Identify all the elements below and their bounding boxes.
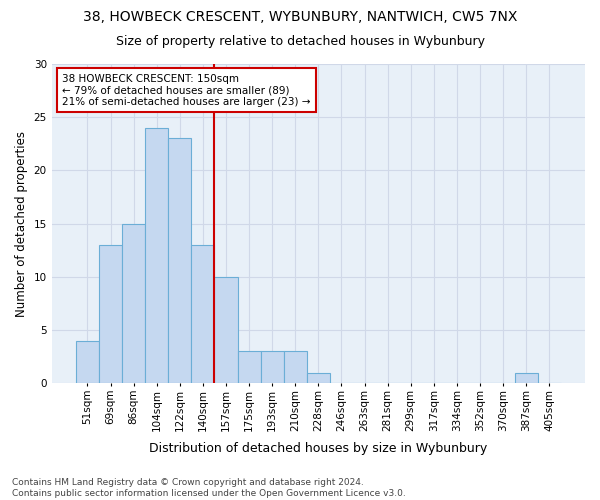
- Bar: [238, 352, 260, 383]
- Bar: [284, 352, 307, 383]
- Bar: [168, 138, 191, 383]
- Text: 38, HOWBECK CRESCENT, WYBUNBURY, NANTWICH, CW5 7NX: 38, HOWBECK CRESCENT, WYBUNBURY, NANTWIC…: [83, 10, 517, 24]
- Bar: [99, 245, 122, 383]
- Bar: [307, 372, 330, 383]
- Text: Contains HM Land Registry data © Crown copyright and database right 2024.
Contai: Contains HM Land Registry data © Crown c…: [12, 478, 406, 498]
- Bar: [122, 224, 145, 383]
- Bar: [191, 245, 214, 383]
- Bar: [515, 372, 538, 383]
- Y-axis label: Number of detached properties: Number of detached properties: [15, 130, 28, 316]
- Text: Size of property relative to detached houses in Wybunbury: Size of property relative to detached ho…: [115, 35, 485, 48]
- Bar: [76, 340, 99, 383]
- Bar: [145, 128, 168, 383]
- Text: 38 HOWBECK CRESCENT: 150sqm
← 79% of detached houses are smaller (89)
21% of sem: 38 HOWBECK CRESCENT: 150sqm ← 79% of det…: [62, 74, 311, 107]
- Bar: [260, 352, 284, 383]
- Bar: [214, 277, 238, 383]
- X-axis label: Distribution of detached houses by size in Wybunbury: Distribution of detached houses by size …: [149, 442, 487, 455]
